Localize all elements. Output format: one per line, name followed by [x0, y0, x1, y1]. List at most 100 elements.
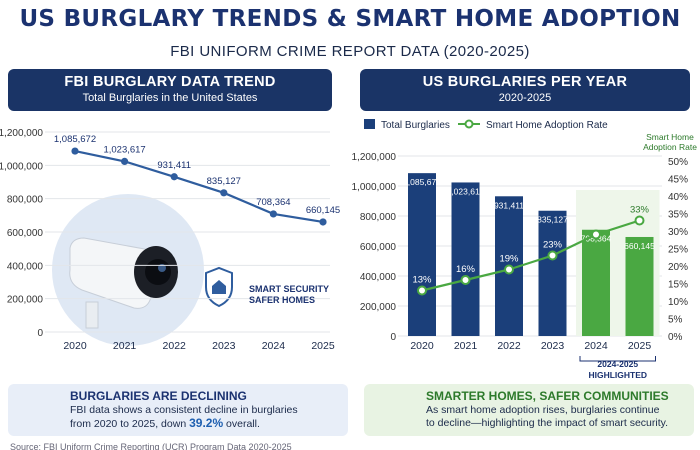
highlight-label-2: HIGHLIGHTED: [588, 370, 647, 380]
page-subtitle: FBI UNIFORM CRIME REPORT DATA (2020-2025…: [170, 43, 530, 60]
right-axis-title-line-1: Smart Home: [646, 132, 694, 142]
legend-bar-swatch: [364, 119, 375, 129]
bar: [582, 229, 610, 336]
note-left-body: FBI data shows a consistent decline in b…: [70, 404, 338, 431]
left-data-point: [220, 189, 228, 197]
right-x-tick-label: 2024: [584, 340, 608, 352]
bar-value-label: 931,411: [494, 200, 524, 210]
bar-value-label: 660,145: [624, 241, 655, 251]
bar: [625, 236, 654, 336]
left-data-point: [170, 173, 178, 181]
adoption-label: 33%: [630, 205, 650, 216]
right-x-tick-label: 2020: [410, 340, 434, 352]
right-y-left-tick-label: 0: [390, 332, 396, 343]
right-y-right-tick-label: 30%: [668, 227, 688, 238]
source-note: Source: FBI Uniform Crime Reporting (UCR…: [10, 442, 292, 450]
right-x-tick-label: 2023: [541, 340, 565, 352]
right-y-right-tick-label: 0%: [668, 332, 683, 343]
left-data-label: 931,411: [157, 160, 191, 171]
left-x-tick-label: 2022: [163, 340, 187, 352]
left-data-point: [121, 157, 129, 165]
left-panel-title: FBI BURGLARY DATA TREND: [64, 74, 276, 90]
smart-security-badge: SMART SECURITY SAFER HOMES: [249, 284, 329, 306]
note-smarter-homes: SMARTER HOMES, SAFER COMMUNITIES As smar…: [364, 384, 694, 436]
right-panel-subtitle: 2020-2025: [498, 92, 552, 104]
camera-mount: [85, 301, 99, 329]
page-title: US BURGLARY TRENDS & SMART HOME ADOPTION: [19, 6, 681, 32]
camera-body: [69, 237, 161, 309]
note-left-highlight: 39.2%: [189, 416, 224, 430]
note-left-line-3: overall.: [226, 418, 260, 430]
right-panel-header: US BURGLARIES PER YEAR 2020-2025: [360, 69, 690, 111]
adoption-point: [504, 264, 514, 275]
adoption-label: 19%: [499, 254, 519, 265]
right-y-right-tick-label: 20%: [668, 262, 688, 273]
left-series-line: [74, 149, 324, 224]
left-x-tick-label: 2020: [63, 340, 87, 352]
right-x-tick-label: 2022: [497, 340, 521, 352]
left-y-tick-label: 400,000: [7, 261, 44, 272]
note-burglaries-declining: BURGLARIES ARE DECLINING FBI data shows …: [8, 384, 348, 436]
bar-value-label: 835,127: [537, 215, 568, 225]
left-panel-header: FBI BURGLARY DATA TREND Total Burglaries…: [8, 69, 332, 111]
left-x-tick-label: 2021: [113, 340, 137, 352]
right-y-left-tick-label: 200,000: [360, 302, 397, 313]
left-data-label: 660,145: [306, 205, 340, 216]
camera-lens-glint: [158, 264, 166, 272]
badge-line-2: SAFER HOMES: [249, 295, 316, 305]
left-x-tick-label: 2023: [212, 340, 236, 352]
legend-line-marker: [464, 119, 474, 129]
right-y-left-tick-label: 1,200,000: [352, 152, 397, 163]
note-right-line-1: As smart home adoption rises, burglaries…: [426, 404, 660, 416]
adoption-point: [591, 229, 601, 240]
right-panel-title: US BURGLARIES PER YEAR: [422, 74, 628, 90]
security-camera-illustration: [52, 194, 204, 346]
left-y-tick-label: 600,000: [7, 228, 44, 239]
right-y-left-tick-label: 1,000,000: [352, 182, 397, 193]
camera-lens: [145, 259, 171, 285]
left-x-tick-label: 2025: [311, 340, 335, 352]
adoption-label: 13%: [412, 275, 432, 286]
left-data-point: [319, 218, 327, 226]
bar: [451, 182, 480, 336]
adoption-point: [460, 275, 471, 285]
left-y-tick-label: 800,000: [7, 195, 44, 206]
right-y-right-tick-label: 5%: [668, 315, 683, 326]
note-left-heading: BURGLARIES ARE DECLINING: [70, 389, 247, 403]
left-data-label: 708,364: [256, 197, 290, 208]
right-y-right-tick-label: 10%: [668, 297, 688, 308]
right-y-left-tick-label: 400,000: [360, 272, 397, 283]
bar: [408, 173, 436, 336]
right-x-tick-label: 2025: [628, 340, 652, 352]
badge-line-1: SMART SECURITY: [249, 284, 330, 294]
note-left-line-1: FBI data shows a consistent decline in b…: [70, 404, 298, 416]
right-y-left-tick-label: 600,000: [360, 242, 397, 253]
left-data-label: 1,023,617: [103, 144, 145, 155]
left-data-point: [71, 147, 79, 155]
adoption-label: 23%: [543, 240, 563, 251]
left-y-tick-label: 1,000,000: [0, 161, 43, 172]
left-panel-subtitle: Total Burglaries in the United States: [82, 92, 258, 104]
left-y-tick-label: 0: [37, 328, 43, 339]
right-y-right-tick-label: 40%: [668, 192, 688, 203]
legend-bar-label: Total Burglaries: [381, 120, 450, 131]
adoption-point: [547, 250, 558, 261]
highlight-label-1: 2024-2025: [597, 359, 638, 369]
highlight-bracket: [579, 356, 656, 362]
legend-line-label: Smart Home Adoption Rate: [486, 120, 608, 131]
right-y-left-tick-label: 800,000: [360, 212, 397, 223]
right-y-right-tick-label: 50%: [668, 157, 688, 168]
right-axis-title-line-2: Adoption Rate: [643, 142, 697, 152]
left-y-tick-label: 1,200,000: [0, 128, 43, 139]
bar-value-label: 1,023,617: [447, 186, 485, 196]
adoption-line: [421, 219, 640, 292]
right-x-tick-label: 2021: [454, 340, 478, 352]
note-right-body: As smart home adoption rises, burglaries…: [426, 404, 694, 430]
right-y-right-tick-label: 25%: [668, 245, 688, 256]
right-y-right-tick-label: 15%: [668, 280, 688, 291]
adoption-point: [417, 285, 427, 296]
left-y-tick-label: 200,000: [7, 295, 44, 306]
adoption-point: [634, 215, 645, 226]
bar: [538, 210, 567, 336]
